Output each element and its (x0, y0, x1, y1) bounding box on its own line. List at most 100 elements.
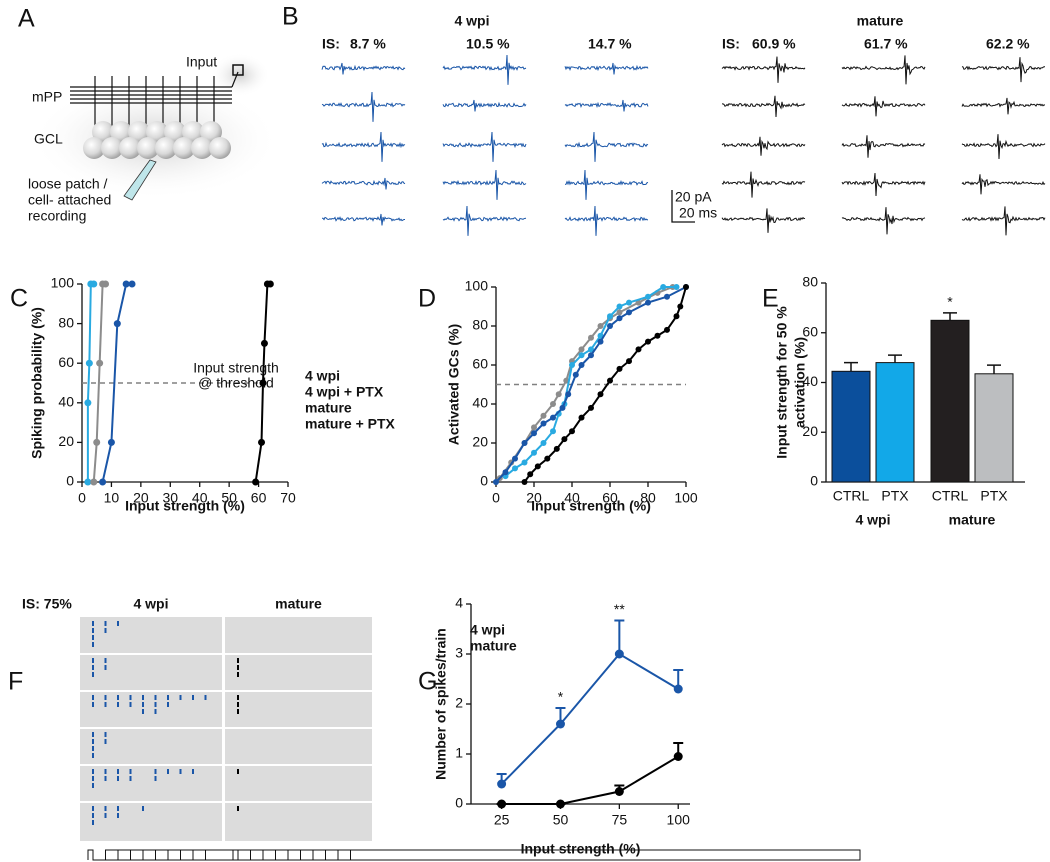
point (673, 313, 680, 320)
point (654, 332, 661, 339)
group-title: 4 wpi (454, 13, 489, 29)
annotation: @ threshold (198, 375, 274, 391)
point (626, 299, 632, 306)
trace (721, 136, 806, 156)
error-bar (844, 361, 858, 372)
point (660, 284, 667, 290)
y-tick-label: 2 (455, 695, 463, 711)
series-line (504, 286, 677, 477)
trace (961, 134, 1046, 160)
x-tick-label: 70 (280, 490, 296, 506)
point (588, 346, 594, 353)
trace (564, 131, 649, 162)
trace (442, 54, 527, 85)
point (266, 280, 274, 288)
trace (961, 174, 1046, 195)
x-tick-label: 40 (564, 490, 580, 506)
point (521, 479, 528, 485)
point (569, 362, 575, 368)
x-tick-label: 10 (104, 490, 120, 506)
stimulus-train (232, 849, 861, 861)
trace (961, 57, 1046, 83)
scale-bar (671, 190, 695, 223)
point (645, 293, 651, 300)
point (85, 359, 93, 367)
point (664, 293, 670, 300)
y-tick-label: 60 (802, 323, 818, 339)
point (544, 455, 551, 462)
point (497, 799, 507, 809)
point (588, 352, 594, 359)
group-label: 4 wpi (855, 512, 890, 528)
annotation: Input strength (193, 360, 279, 376)
error-bar (987, 364, 1001, 374)
trace (321, 62, 406, 75)
trace (442, 99, 527, 112)
y-tick-label: 80 (58, 314, 74, 330)
panel-label: E (762, 285, 779, 313)
trace (841, 135, 926, 158)
point (559, 404, 566, 411)
x-tick-label: 60 (251, 490, 267, 506)
point (614, 787, 624, 796)
point (597, 323, 604, 329)
point (252, 478, 260, 486)
point (260, 339, 268, 347)
group-title: mature (275, 596, 322, 612)
point (84, 399, 92, 407)
error-bar (614, 619, 625, 654)
strength-label: 60.9 % (752, 36, 796, 52)
point (502, 469, 509, 476)
point (664, 326, 670, 333)
x-tick-label: 60 (602, 490, 618, 506)
series-line (498, 286, 674, 479)
point (521, 459, 528, 466)
point (555, 719, 565, 729)
point (673, 752, 683, 761)
panel-label: A (18, 5, 35, 33)
point (645, 299, 651, 306)
legend-label: mature (470, 638, 517, 654)
y-axis-label: Input strength for 50 % (774, 306, 790, 459)
legend-label: mature + PTX (305, 416, 396, 432)
point (645, 338, 651, 345)
x-tick-label: 0 (78, 490, 86, 506)
point (107, 438, 115, 446)
y-tick-label: 100 (51, 275, 75, 291)
scale-label: 20 pA (675, 189, 712, 205)
significance: ** (614, 601, 625, 617)
y-tick-label: 60 (472, 356, 488, 372)
trace (442, 205, 527, 236)
error-bar (943, 312, 957, 321)
point (555, 391, 562, 398)
series-line (501, 755, 679, 805)
point (259, 379, 267, 387)
trace (564, 62, 649, 75)
group-label: mature (949, 512, 996, 528)
point (683, 284, 689, 290)
trace (841, 207, 926, 235)
point (607, 377, 613, 384)
point (512, 455, 518, 462)
point (578, 352, 585, 359)
trace (321, 91, 406, 122)
point (626, 309, 632, 316)
x-tick-label: 80 (640, 490, 656, 506)
y-tick-label: 80 (802, 274, 818, 290)
condition-label: IS: 75% (22, 596, 72, 612)
y-tick-label: 0 (455, 795, 463, 811)
x-axis-label: Input strength (%) (521, 841, 641, 857)
bar (974, 373, 1014, 483)
point (626, 358, 632, 365)
trace (564, 169, 649, 200)
point (673, 284, 680, 290)
point (93, 438, 101, 446)
x-tick-label: CTRL (833, 488, 870, 504)
strength-label: 14.7 % (588, 36, 632, 52)
strength-label: 61.7 % (864, 36, 908, 52)
panel-label: B (282, 3, 299, 31)
point (99, 478, 107, 486)
is-label: IS: (322, 36, 340, 52)
point (597, 338, 604, 345)
